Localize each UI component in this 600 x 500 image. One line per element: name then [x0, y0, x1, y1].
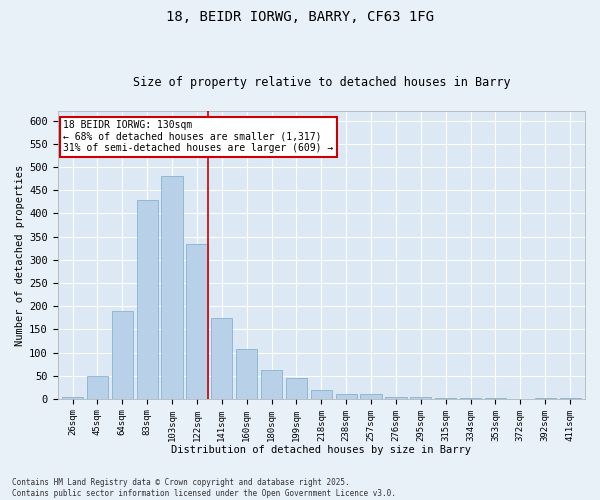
Bar	[560, 398, 581, 399]
Bar	[361, 394, 382, 399]
Bar	[410, 397, 431, 399]
X-axis label: Distribution of detached houses by size in Barry: Distribution of detached houses by size …	[172, 445, 472, 455]
Bar	[187, 244, 208, 399]
Bar	[62, 398, 83, 399]
Text: 18 BEIDR IORWG: 130sqm
← 68% of detached houses are smaller (1,317)
31% of semi-: 18 BEIDR IORWG: 130sqm ← 68% of detached…	[63, 120, 333, 154]
Bar	[335, 394, 357, 399]
Title: Size of property relative to detached houses in Barry: Size of property relative to detached ho…	[133, 76, 510, 90]
Bar	[211, 318, 232, 399]
Bar	[236, 349, 257, 399]
Bar	[286, 378, 307, 399]
Bar	[435, 398, 456, 399]
Text: Contains HM Land Registry data © Crown copyright and database right 2025.
Contai: Contains HM Land Registry data © Crown c…	[12, 478, 396, 498]
Text: 18, BEIDR IORWG, BARRY, CF63 1FG: 18, BEIDR IORWG, BARRY, CF63 1FG	[166, 10, 434, 24]
Bar	[112, 311, 133, 399]
Bar	[161, 176, 182, 399]
Bar	[137, 200, 158, 399]
Bar	[311, 390, 332, 399]
Bar	[385, 396, 407, 399]
Y-axis label: Number of detached properties: Number of detached properties	[15, 164, 25, 346]
Bar	[261, 370, 282, 399]
Bar	[87, 376, 108, 399]
